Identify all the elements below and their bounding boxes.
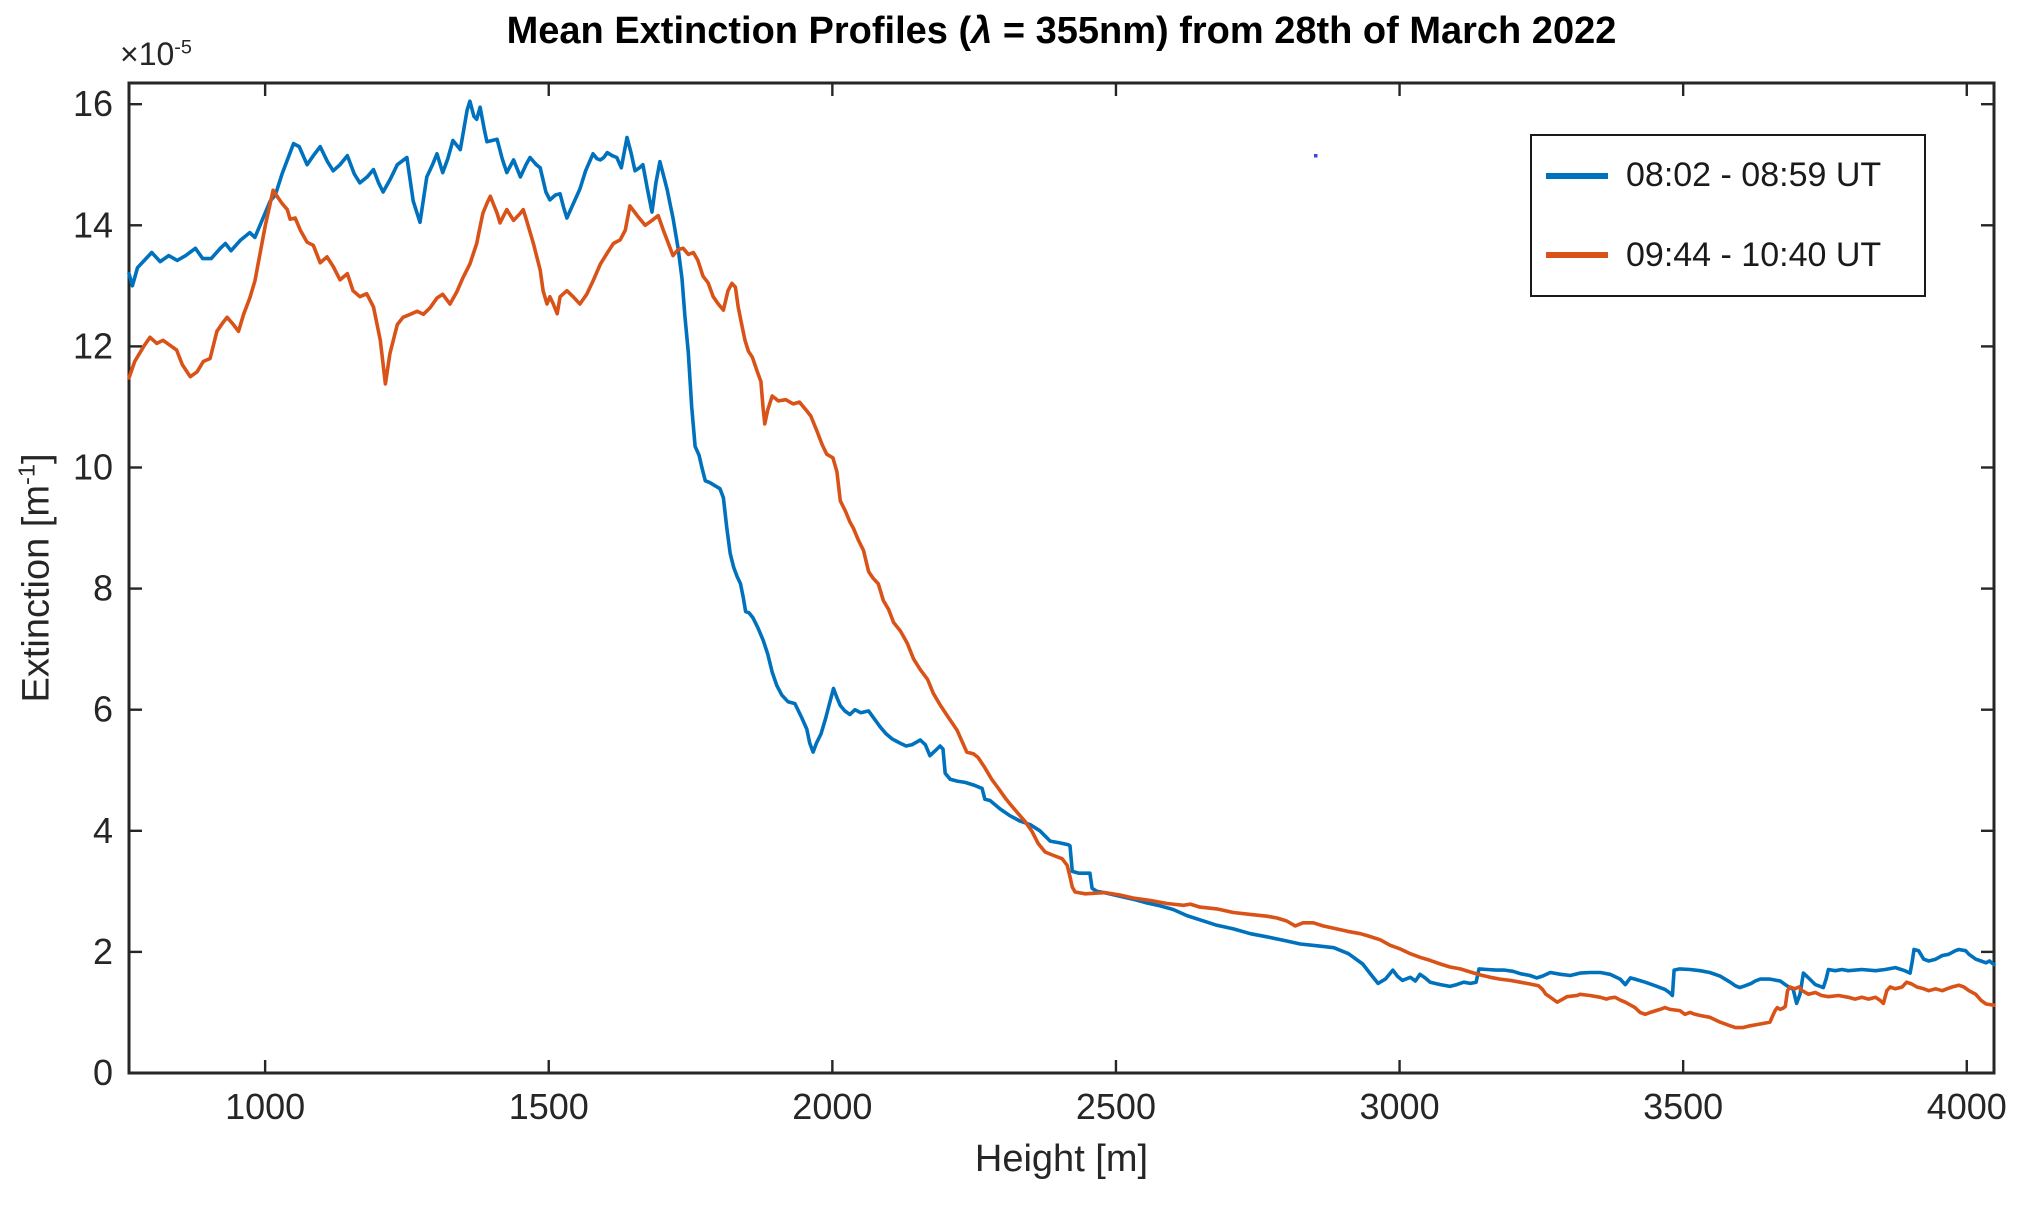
- x-tick-label: 2000: [792, 1086, 872, 1127]
- y-tick-label: 8: [93, 568, 113, 609]
- y-tick-label: 0: [93, 1052, 113, 1093]
- chart-title: Mean Extinction Profiles (λ = 355nm) fro…: [129, 10, 1994, 53]
- y-axis-multiplier: ×10-5: [120, 36, 192, 73]
- legend-label: 08:02 - 08:59 UT: [1626, 156, 1882, 195]
- chart-title-pre: Mean Extinction Profiles (: [506, 10, 972, 52]
- x-tick-label: 4000: [1927, 1086, 2007, 1127]
- legend-swatch-blue: [1546, 172, 1608, 179]
- x-tick-label: 3500: [1643, 1086, 1723, 1127]
- series-line-1: [127, 188, 1996, 1030]
- axis-box: [127, 81, 1996, 1075]
- y-tick-label: 4: [93, 810, 113, 851]
- y-axis-multiplier-exp: -5: [174, 36, 192, 59]
- artifact-dot: [1314, 154, 1318, 158]
- x-tick-label: 1500: [509, 1086, 589, 1127]
- x-axis-label: Height [m]: [974, 1138, 1149, 1180]
- legend-entry-0802-0859: 08:02 - 08:59 UT: [1532, 156, 1924, 195]
- x-tick-label: 1000: [225, 1086, 305, 1127]
- lambda-symbol: λ: [971, 10, 993, 52]
- y-tick-label: 14: [73, 204, 113, 245]
- y-tick-label: 2: [93, 931, 113, 972]
- chart-title-post: = 355nm) from 28th of March 2022: [992, 10, 1617, 52]
- y-tick-label: 6: [93, 689, 113, 730]
- legend-box: 08:02 - 08:59 UT 09:44 - 10:40 UT: [1530, 134, 1926, 297]
- legend-label: 09:44 - 10:40 UT: [1626, 235, 1882, 274]
- legend-swatch-orange: [1546, 252, 1608, 259]
- series-line-0: [127, 99, 1996, 1006]
- x-tick-label: 2500: [1076, 1086, 1156, 1127]
- legend-entry-0944-1040: 09:44 - 10:40 UT: [1532, 236, 1924, 275]
- y-tick-label: 16: [73, 83, 113, 124]
- y-axis-multiplier-base: ×10: [120, 36, 175, 72]
- x-tick-label: 3000: [1360, 1086, 1440, 1127]
- y-tick-label: 12: [73, 325, 113, 366]
- y-tick-label: 10: [73, 446, 113, 487]
